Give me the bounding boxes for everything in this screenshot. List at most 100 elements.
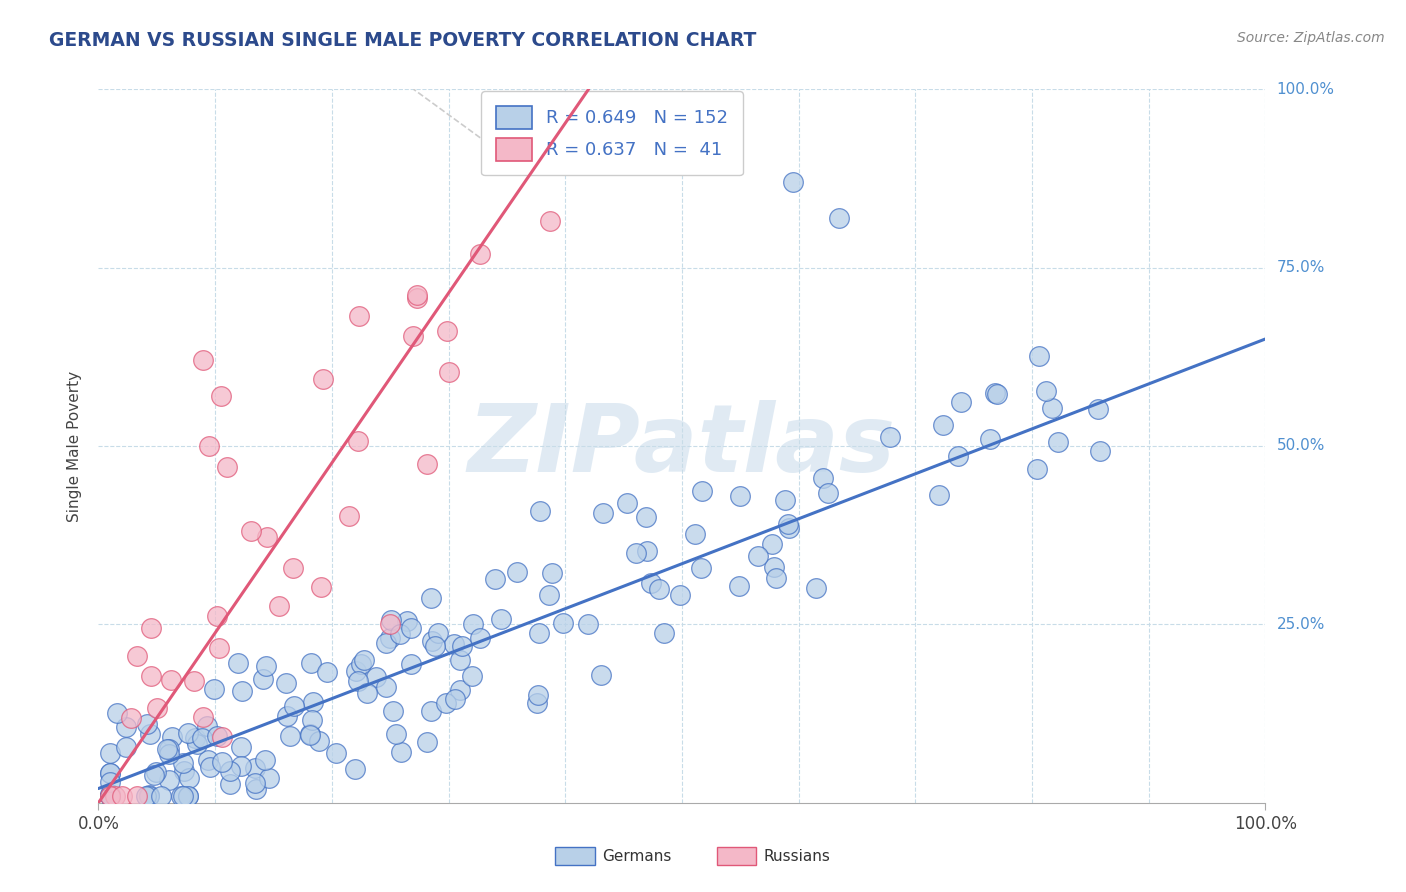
Point (728, 488, 751, 502)
Point (762, 559, 785, 574)
Point (986, 387, 1008, 401)
Point (389, 627, 412, 641)
Point (811, 470, 834, 484)
Point (103, 789, 125, 803)
Point (1047, 434, 1070, 449)
Point (389, 745, 412, 759)
Point (380, 613, 402, 627)
Text: 100.0%: 100.0% (1277, 82, 1334, 96)
Point (169, 789, 191, 803)
Point (173, 764, 195, 778)
Point (420, 704, 443, 718)
Point (301, 695, 323, 709)
Point (308, 734, 330, 748)
Point (209, 389, 232, 403)
Point (946, 450, 969, 464)
Point (177, 789, 200, 803)
Point (193, 353, 215, 368)
Point (420, 591, 443, 606)
Point (484, 572, 506, 586)
Point (98, 766, 121, 780)
Legend: R = 0.649   N = 152, R = 0.637   N =  41: R = 0.649 N = 152, R = 0.637 N = 41 (481, 91, 742, 176)
Point (299, 728, 322, 742)
Point (425, 640, 447, 654)
Point (157, 741, 180, 756)
Point (183, 674, 205, 689)
Point (727, 579, 749, 593)
Point (245, 781, 267, 796)
Text: 50.0%: 50.0% (1277, 439, 1324, 453)
Point (747, 549, 769, 563)
Point (489, 612, 512, 626)
Point (172, 756, 194, 770)
Point (420, 633, 443, 648)
Point (139, 726, 162, 740)
Point (1087, 401, 1109, 416)
Point (218, 777, 240, 791)
Point (344, 665, 367, 679)
Point (138, 789, 160, 803)
Point (765, 571, 787, 585)
Point (142, 768, 165, 782)
Y-axis label: Single Male Poverty: Single Male Poverty (67, 370, 83, 522)
Point (468, 246, 491, 260)
Point (773, 492, 796, 507)
Point (325, 746, 347, 760)
Point (817, 486, 839, 500)
Point (828, 211, 851, 225)
Point (378, 631, 401, 645)
Point (364, 670, 387, 684)
Point (690, 561, 713, 575)
Point (98, 746, 121, 760)
Point (538, 214, 561, 228)
Point (274, 676, 297, 690)
Point (690, 483, 713, 498)
Point (406, 288, 429, 302)
Point (177, 725, 200, 739)
Point (146, 700, 169, 714)
Point (450, 639, 472, 653)
Point (416, 735, 439, 749)
Point (218, 764, 240, 779)
Point (215, 460, 238, 475)
Point (115, 739, 138, 754)
Point (806, 581, 828, 595)
Point (761, 536, 783, 550)
Point (229, 758, 252, 772)
Point (527, 689, 550, 703)
Point (298, 726, 321, 740)
Point (114, 720, 136, 734)
Point (205, 730, 228, 744)
Point (312, 372, 335, 386)
Point (932, 417, 955, 432)
Point (449, 682, 471, 697)
Point (634, 509, 657, 524)
Point (245, 776, 267, 790)
Point (198, 439, 221, 453)
Point (177, 771, 200, 785)
Point (98, 787, 121, 801)
Point (172, 789, 194, 803)
Point (526, 696, 548, 710)
Point (347, 434, 370, 449)
Point (231, 683, 253, 698)
Point (195, 719, 218, 733)
Point (979, 432, 1001, 446)
Point (283, 699, 305, 714)
Point (198, 760, 221, 774)
Point (252, 672, 274, 686)
Point (541, 566, 564, 580)
Point (256, 530, 278, 544)
Point (395, 614, 418, 628)
Point (138, 789, 160, 803)
Point (434, 696, 457, 710)
Point (401, 621, 423, 635)
Point (381, 704, 404, 718)
Point (184, 731, 207, 745)
Point (443, 692, 465, 706)
Point (160, 673, 183, 687)
Point (505, 565, 527, 579)
Point (149, 789, 172, 803)
Point (197, 753, 219, 767)
Point (135, 789, 157, 803)
